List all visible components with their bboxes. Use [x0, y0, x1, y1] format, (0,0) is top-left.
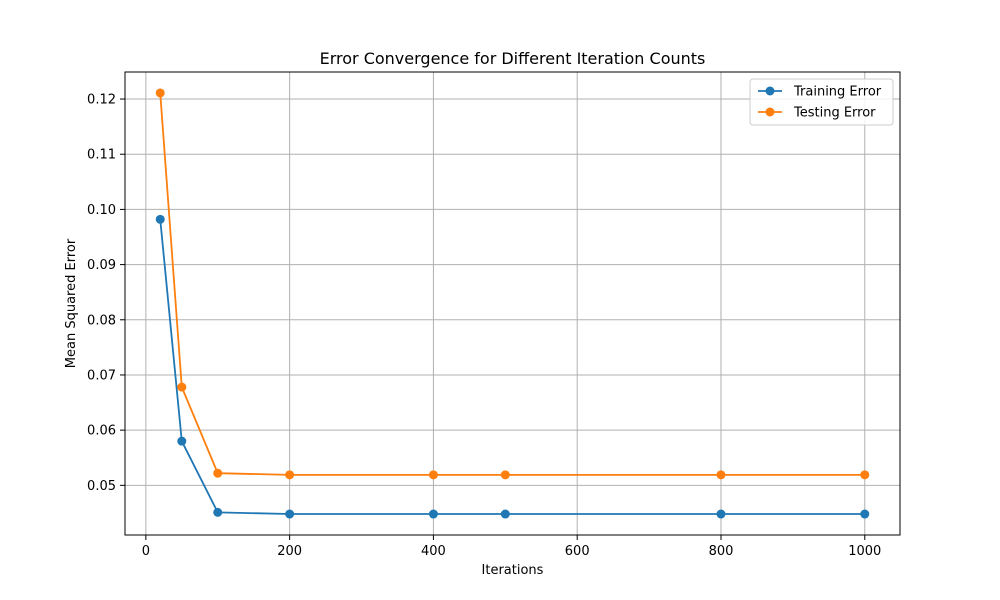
data-point-series-2	[155, 88, 165, 98]
series-line-1	[159, 219, 865, 515]
data-point-series-2	[285, 470, 295, 480]
data-point-series-1	[500, 509, 510, 519]
data-point-series-1	[428, 509, 438, 519]
y-tick-label: 0.09	[87, 258, 116, 273]
grid	[125, 72, 900, 535]
data-point-series-1	[177, 436, 187, 446]
x-tick-label: 800	[709, 544, 734, 559]
x-axis-title: Iterations	[482, 563, 544, 578]
plot-frame	[124, 71, 901, 536]
axis-ticks: 0 200 400 600 800 1000 0.05 0.06 0.07 0.08 0.09 0.1…	[87, 93, 881, 559]
legend-marker	[765, 107, 775, 117]
data-point-series-1	[213, 507, 223, 517]
legend-label: Testing Error	[793, 106, 876, 121]
legend: Training Error Testing Error	[749, 78, 894, 126]
y-tick-label: 0.06	[87, 424, 116, 439]
y-tick-label: 0.10	[87, 203, 116, 218]
data-point-series-2	[177, 382, 187, 392]
x-tick-label: 200	[277, 544, 302, 559]
x-tick-label: 1000	[848, 544, 881, 559]
data-point-series-1	[716, 509, 726, 519]
chart-title: Error Convergence for Different Iteratio…	[320, 49, 706, 68]
x-tick-label: 0	[142, 544, 150, 559]
series-layer	[155, 88, 870, 519]
data-point-series-2	[213, 468, 223, 478]
x-tick-label: 600	[565, 544, 590, 559]
series-line-2	[159, 92, 865, 476]
data-point-series-1	[155, 214, 165, 224]
x-tick-label: 400	[421, 544, 446, 559]
y-tick-label: 0.08	[87, 313, 116, 328]
y-tick-label: 0.11	[87, 148, 116, 163]
legend-box	[749, 78, 894, 126]
data-point-series-1	[860, 509, 870, 519]
y-axis-title: Mean Squared Error	[64, 238, 79, 368]
y-tick-label: 0.05	[87, 479, 116, 494]
y-tick-label: 0.12	[87, 93, 116, 108]
y-tick-label: 0.07	[87, 368, 116, 383]
data-point-series-2	[500, 470, 510, 480]
data-point-series-2	[428, 470, 438, 480]
data-point-series-2	[860, 470, 870, 480]
legend-marker	[765, 86, 775, 96]
data-point-series-2	[716, 470, 726, 480]
legend-label: Training Error	[793, 85, 882, 100]
data-point-series-1	[285, 509, 295, 519]
